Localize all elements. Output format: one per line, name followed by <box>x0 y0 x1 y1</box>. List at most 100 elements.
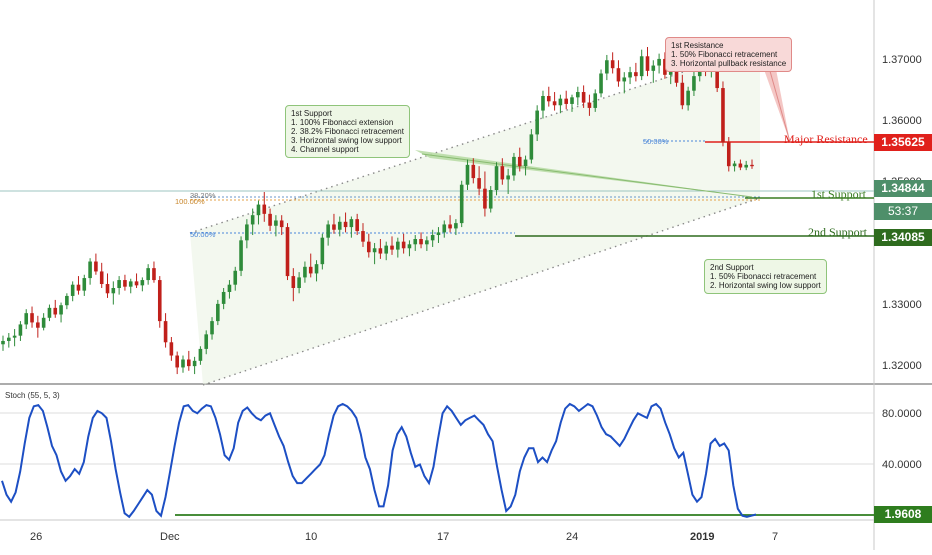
candle-body <box>181 359 185 368</box>
candle-body <box>349 219 354 228</box>
candle-body <box>308 266 313 274</box>
candle-body <box>459 184 464 224</box>
candle-body <box>494 166 499 191</box>
candle-body <box>680 82 685 106</box>
candle-body <box>134 281 139 286</box>
candle-body <box>268 213 272 226</box>
support1-pointer-line <box>421 153 753 198</box>
candle-body <box>465 164 470 185</box>
second-support-tag: 1.34085 <box>874 229 932 246</box>
candle-body <box>726 142 731 167</box>
candle-body <box>128 281 133 287</box>
channel-fill <box>190 47 760 385</box>
candle-body <box>413 239 418 245</box>
candle-body <box>558 98 563 106</box>
fib-50-lower-label: 50.00% <box>190 230 216 239</box>
candle-body <box>24 313 29 325</box>
candle-body <box>546 96 551 102</box>
candle-body <box>663 58 667 75</box>
candle-body <box>355 219 359 232</box>
current-price-tag: 1.34844 <box>874 180 932 197</box>
candle-body <box>657 58 661 66</box>
candle-body <box>245 224 249 241</box>
candle-body <box>425 240 429 245</box>
candle-body <box>12 335 17 338</box>
candle-body <box>587 102 592 108</box>
candle-body <box>593 93 598 108</box>
candle-body <box>674 68 679 83</box>
candle-body <box>1 340 5 345</box>
candle-body <box>111 288 116 294</box>
time-tick-7: 7 <box>772 531 778 543</box>
candle-body <box>401 241 406 249</box>
major-resistance-label: Major Resistance <box>784 132 868 146</box>
time-tick-17: 17 <box>437 531 449 543</box>
candle-body <box>186 359 191 367</box>
candle-body <box>146 268 150 281</box>
candle-body <box>41 317 46 328</box>
candle-body <box>88 261 92 279</box>
candle-body <box>169 342 174 356</box>
fib-50-upper-label: 50.00% <box>643 137 669 146</box>
stochastic-line <box>1 402 757 519</box>
candle-body <box>94 261 98 272</box>
candle-body <box>233 270 238 285</box>
candle-body <box>123 280 127 287</box>
candle-body <box>436 232 441 236</box>
resistance-pointer-line <box>767 63 791 143</box>
candle-body <box>337 221 342 230</box>
support2-annotation: 2nd Support 1. 50% Fibonacci retracement… <box>704 259 827 294</box>
candle-body <box>529 134 534 160</box>
osc-axis: 80.0000 40.0000 <box>882 408 922 471</box>
candle-body <box>30 313 34 323</box>
candle-body <box>715 64 719 89</box>
candle-body <box>239 240 243 271</box>
support1-pointer <box>415 150 752 197</box>
candle-body <box>384 245 389 254</box>
candle-body <box>396 241 400 250</box>
candle-body <box>645 56 650 71</box>
candle-body <box>175 355 179 368</box>
candle-body <box>76 284 81 291</box>
candle-body <box>320 237 325 265</box>
candle-body <box>576 92 580 98</box>
candle-body <box>18 324 23 336</box>
candle-body <box>378 248 383 254</box>
countdown-tag: 53:37 <box>874 203 932 220</box>
first-support-label: 1st Support <box>811 187 867 201</box>
candle-body <box>488 190 493 209</box>
candle-body <box>477 178 481 189</box>
candle-body <box>204 334 209 349</box>
candle-body <box>285 227 290 277</box>
candle-body <box>361 231 365 242</box>
candle-body <box>454 223 458 229</box>
candle-body <box>198 348 203 361</box>
osc-tick-80: 80.0000 <box>882 408 922 420</box>
candle-body <box>157 280 162 322</box>
osc-tick-40: 40.0000 <box>882 459 922 471</box>
candle-body <box>448 224 452 229</box>
channel-lower-line <box>202 197 761 386</box>
oscillator-title: Stoch (55, 5, 3) <box>5 391 60 400</box>
candle-body <box>65 295 69 306</box>
candle-body <box>419 239 423 245</box>
candle-body <box>721 88 725 143</box>
time-axis: 26 Dec 10 17 24 2019 7 <box>30 531 778 543</box>
candle-body <box>59 305 63 315</box>
fib-100-label: 100.00% <box>175 197 205 206</box>
candle-body <box>291 276 296 288</box>
price-tick-5: 1.33000 <box>882 299 922 311</box>
candle-body <box>216 303 220 322</box>
candle-body <box>221 291 226 304</box>
candle-body <box>105 284 110 294</box>
candle-body <box>622 77 627 82</box>
resistance-pointer <box>762 64 790 142</box>
candle-body <box>250 215 255 225</box>
candle-body <box>483 188 487 209</box>
candle-body <box>750 164 754 167</box>
support1-annotation: 1st Support 1. 100% Fibonacci extension … <box>285 105 410 158</box>
candle-body <box>634 72 638 77</box>
candle-body <box>732 163 737 167</box>
candle-body <box>326 224 330 238</box>
